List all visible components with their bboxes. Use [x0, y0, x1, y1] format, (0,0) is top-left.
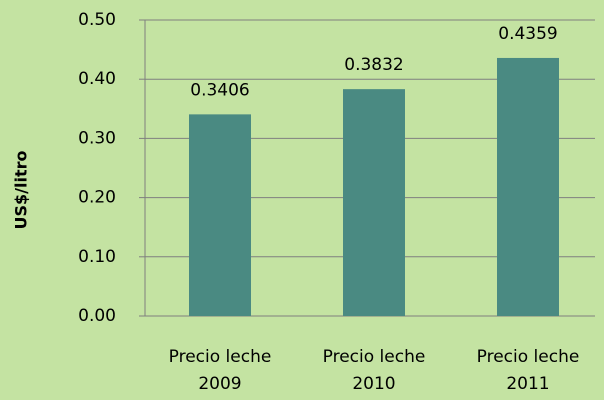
- x-tick-label: Precio leche 2009: [168, 347, 272, 394]
- bar: [189, 114, 251, 316]
- y-tick-label: 0.20: [78, 188, 116, 208]
- y-tick-label: 0.30: [78, 128, 116, 148]
- y-axis-label: US$/litro: [12, 151, 31, 230]
- y-tick-label: 0.40: [78, 69, 116, 89]
- x-tick-label: Precio leche 2011: [476, 347, 580, 394]
- y-tick-label: 0.00: [78, 306, 116, 326]
- y-tick-label: 0.10: [78, 247, 116, 267]
- x-tick-label: Precio leche 2010: [322, 347, 426, 394]
- bar: [343, 89, 405, 316]
- value-label: 0.3832: [344, 55, 403, 75]
- value-label: 0.4359: [498, 24, 557, 44]
- y-tick-label: 0.50: [78, 10, 116, 30]
- value-label: 0.3406: [190, 80, 249, 100]
- bar: [497, 57, 559, 316]
